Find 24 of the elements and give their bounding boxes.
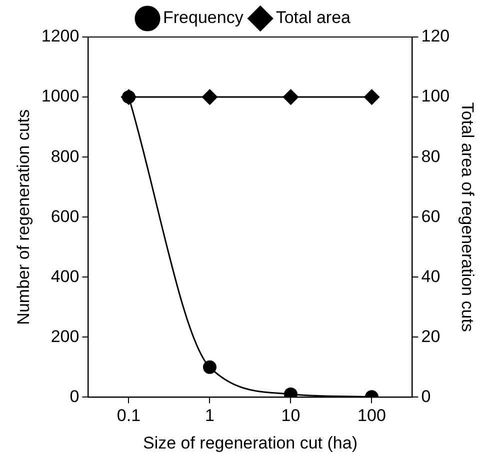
y-tick-label: 1200 — [41, 26, 80, 46]
legend-label: Frequency — [163, 8, 244, 28]
y-tick-label: 1000 — [41, 86, 80, 106]
y2-tick-label: 100 — [421, 86, 450, 106]
y-tick-label: 400 — [50, 266, 80, 286]
x-tick-label: 10 — [281, 406, 300, 426]
y-tick-label: 200 — [50, 326, 80, 346]
point — [122, 90, 136, 104]
y2-tick-label: 20 — [421, 326, 440, 346]
y-tick-label: 600 — [50, 206, 80, 226]
y2-tick-label: 80 — [421, 146, 440, 166]
y2-tick-label: 40 — [421, 266, 440, 286]
x-tick-label: 0.1 — [116, 406, 141, 426]
y-tick-label: 0 — [70, 386, 80, 406]
x-tick-label: 1 — [204, 406, 214, 426]
y2-axis-title: Total area of regeneration cuts — [458, 102, 478, 332]
legend-label: Total area — [276, 8, 352, 28]
x-tick-label: 100 — [358, 406, 386, 426]
y2-tick-label: 0 — [421, 386, 431, 406]
y-tick-label: 800 — [50, 146, 80, 166]
y2-tick-label: 60 — [421, 206, 440, 226]
y-axis-title: Number of regeneration cuts — [14, 109, 33, 325]
x-axis-title: Size of regeneration cut (ha) — [142, 433, 358, 452]
y2-tick-label: 120 — [421, 26, 450, 46]
